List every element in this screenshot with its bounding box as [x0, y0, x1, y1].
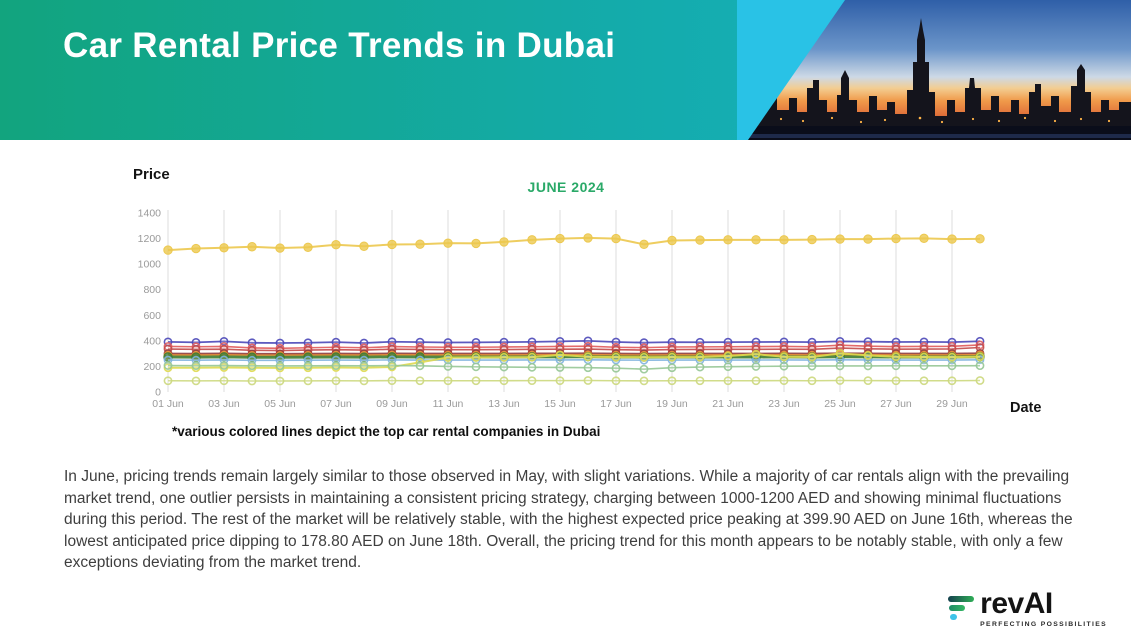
svg-text:21 Jun: 21 Jun: [712, 398, 744, 410]
svg-text:0: 0: [155, 387, 161, 399]
svg-text:29 Jun: 29 Jun: [936, 398, 968, 410]
chart-period-label: JUNE 2024: [527, 179, 605, 195]
logo-bar-icon: [948, 596, 975, 602]
svg-text:09 Jun: 09 Jun: [376, 398, 408, 410]
svg-text:23 Jun: 23 Jun: [768, 398, 800, 410]
logo-tagline: PERFECTING POSSIBILITIES: [980, 621, 1107, 628]
chart-footnote: *various colored lines depict the top ca…: [172, 424, 601, 439]
svg-text:01 Jun: 01 Jun: [152, 398, 184, 410]
logo-dot-icon: [950, 614, 958, 620]
svg-text:600: 600: [143, 310, 161, 322]
reval-logo: revAI PERFECTING POSSIBILITIES: [948, 589, 1107, 628]
svg-text:400: 400: [143, 335, 161, 347]
reval-logo-icon: [948, 596, 975, 623]
svg-text:05 Jun: 05 Jun: [264, 398, 296, 410]
svg-text:17 Jun: 17 Jun: [600, 398, 632, 410]
x-axis-title: Date: [1010, 400, 1042, 416]
svg-text:27 Jun: 27 Jun: [880, 398, 912, 410]
svg-text:800: 800: [143, 284, 161, 296]
svg-text:1200: 1200: [138, 233, 162, 245]
svg-text:19 Jun: 19 Jun: [656, 398, 688, 410]
cyan-diagonal-accent: [737, 0, 845, 140]
y-axis-title: Price: [133, 166, 170, 183]
svg-text:200: 200: [143, 361, 161, 373]
dubai-skyline-image: [737, 0, 1131, 140]
svg-text:1000: 1000: [138, 259, 162, 271]
svg-text:25 Jun: 25 Jun: [824, 398, 856, 410]
svg-text:13 Jun: 13 Jun: [488, 398, 520, 410]
page-title: Car Rental Price Trends in Dubai: [63, 26, 616, 65]
svg-text:11 Jun: 11 Jun: [433, 398, 464, 410]
logo-brand-text: revAI: [980, 587, 1053, 620]
summary-paragraph: In June, pricing trends remain largely s…: [64, 468, 1073, 571]
svg-text:03 Jun: 03 Jun: [208, 398, 240, 410]
logo-bar-icon: [949, 605, 966, 611]
svg-text:15 Jun: 15 Jun: [544, 398, 576, 410]
svg-text:07 Jun: 07 Jun: [320, 398, 352, 410]
svg-text:1400: 1400: [138, 208, 162, 220]
dubai-skyline-svg: [737, 0, 1131, 140]
price-trend-chart: 01 Jun 03 Jun 05 Jun 07 Jun 09 Jun 11 Jun 13 J…: [138, 208, 985, 410]
